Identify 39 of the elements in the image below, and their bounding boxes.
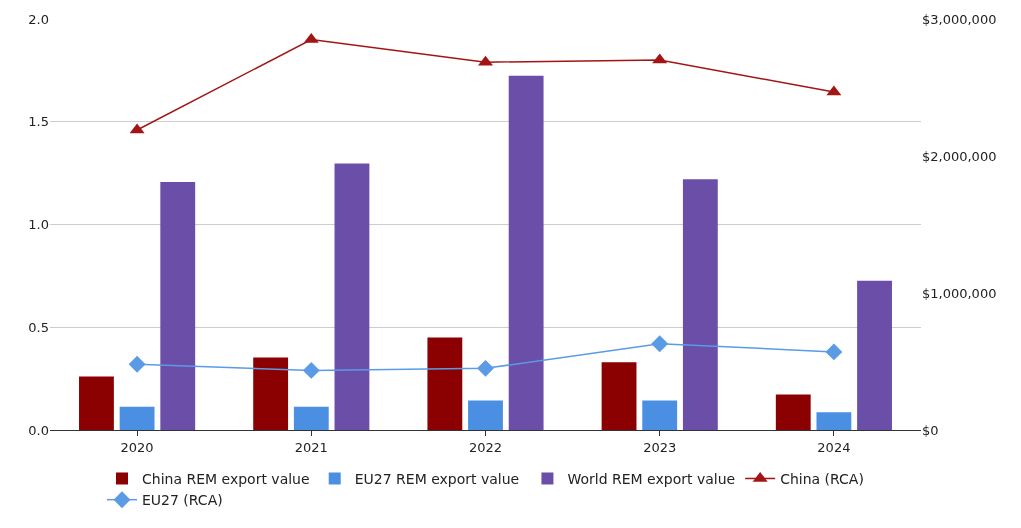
bar bbox=[468, 400, 503, 430]
bar bbox=[427, 337, 463, 430]
legend-label: China (RCA) bbox=[780, 470, 864, 487]
bar bbox=[293, 406, 329, 430]
bar bbox=[601, 362, 637, 430]
y2-tick-label: $1,000,000 bbox=[922, 285, 997, 301]
point bbox=[477, 359, 494, 377]
bar bbox=[816, 412, 852, 430]
bar bbox=[334, 163, 370, 430]
bar bbox=[79, 376, 114, 430]
y2-tick-label: $0 bbox=[922, 422, 939, 438]
y2-tick-label: $3,000,000 bbox=[922, 11, 997, 27]
point bbox=[651, 335, 669, 353]
point bbox=[825, 343, 843, 361]
legend-label: EU27 REM export value bbox=[354, 470, 520, 487]
y-tick-label: 1.0 bbox=[28, 217, 49, 233]
point bbox=[302, 361, 320, 379]
x-tick-label: 2024 bbox=[817, 439, 851, 455]
bar bbox=[775, 394, 811, 430]
y-tick-label: 1.5 bbox=[28, 114, 49, 130]
point bbox=[128, 355, 146, 373]
y-tick-label: 2.0 bbox=[28, 11, 49, 27]
x-tick-label: 2022 bbox=[468, 439, 503, 455]
y2-tick-label: $2,000,000 bbox=[922, 148, 997, 164]
legend-label: China REM export value bbox=[142, 470, 310, 487]
legend-label: EU27 (RCA) bbox=[142, 492, 223, 509]
y-tick-label: 0.5 bbox=[28, 319, 49, 335]
bar bbox=[857, 280, 892, 430]
legend-label: World REM export value bbox=[567, 470, 736, 487]
bar bbox=[508, 75, 544, 430]
y-tick-label: 0.0 bbox=[28, 422, 49, 438]
bar bbox=[642, 400, 678, 430]
bar bbox=[682, 179, 718, 430]
bar bbox=[160, 182, 196, 430]
x-tick-label: 2020 bbox=[120, 439, 154, 455]
x-tick-label: 2021 bbox=[294, 439, 328, 455]
x-tick-label: 2023 bbox=[643, 439, 677, 455]
bar bbox=[253, 357, 289, 430]
bar bbox=[119, 406, 155, 430]
